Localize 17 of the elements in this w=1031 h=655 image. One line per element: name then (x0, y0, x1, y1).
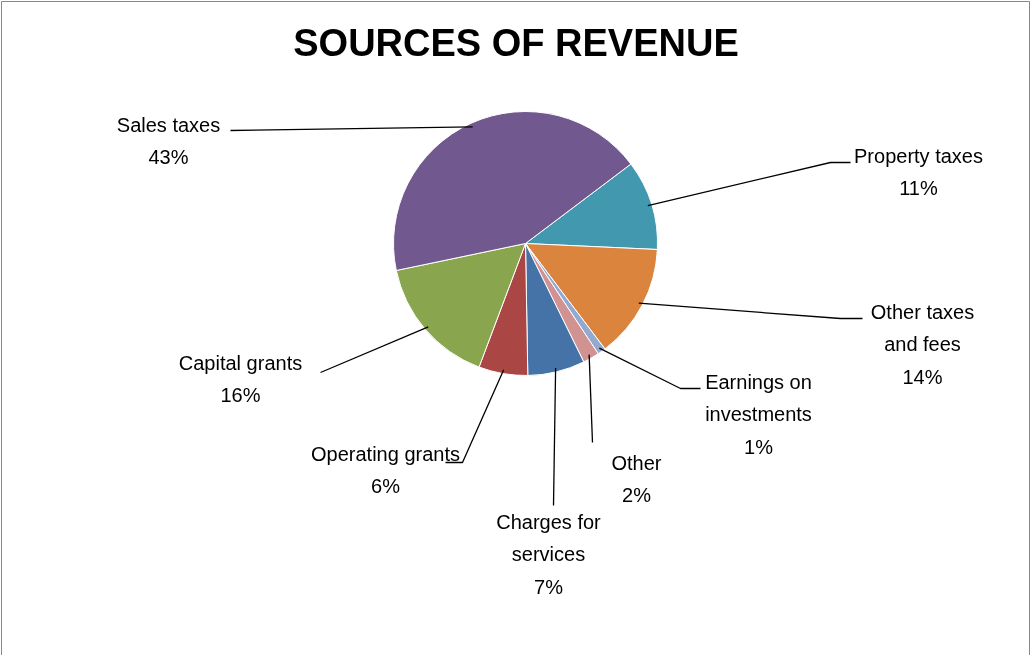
slice-label: Property taxes (854, 144, 983, 167)
chart-title: SOURCES OF REVENUE (293, 21, 739, 64)
slice-label: Earnings on investments (705, 370, 812, 425)
data-label: 1% (744, 435, 774, 458)
data-label: 43% (148, 146, 189, 168)
slice-label: Capital grants (178, 351, 303, 374)
slice-label: Sales taxes (116, 113, 221, 136)
slice-label: Operating grants (311, 442, 460, 465)
data-label: 6% (371, 475, 401, 497)
slice-label: Other (611, 451, 662, 474)
data-label: 14% (902, 365, 943, 388)
data-label: 16% (220, 384, 261, 406)
data-label: 11% (899, 177, 938, 199)
slice-label: Charges for services (496, 510, 602, 565)
data-label: 2% (622, 484, 652, 506)
data-label: 7% (534, 575, 564, 598)
slice-label: Other taxes and fees (870, 300, 975, 355)
